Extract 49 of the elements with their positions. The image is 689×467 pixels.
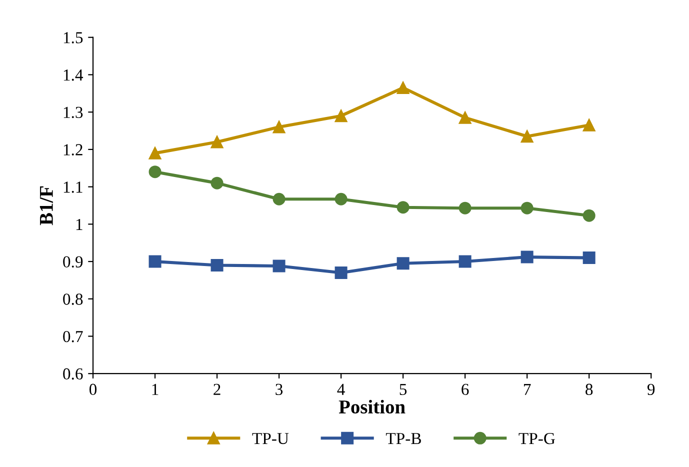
y-tick-label: 1.4 bbox=[64, 70, 84, 81]
point bbox=[148, 146, 162, 160]
x-tick-label: 7 bbox=[524, 384, 531, 395]
point bbox=[458, 111, 472, 124]
y-tick-label: 0.8 bbox=[63, 294, 83, 305]
y-tick-label: 1.5 bbox=[64, 32, 83, 44]
x-tick-label: 5 bbox=[400, 384, 407, 396]
point bbox=[210, 136, 224, 148]
x-tick-label: 8 bbox=[586, 384, 593, 396]
point bbox=[458, 255, 472, 268]
x-axis-title: Position bbox=[338, 400, 406, 414]
y-tick-label: 1.3 bbox=[64, 106, 83, 118]
point bbox=[396, 201, 410, 214]
y-tick-label: 0.9 bbox=[63, 256, 83, 268]
point bbox=[520, 130, 534, 143]
x-tick-label: 2 bbox=[214, 384, 220, 395]
x-tick-label: 3 bbox=[276, 384, 283, 396]
point bbox=[272, 120, 286, 134]
legend-label: TP-U bbox=[252, 433, 289, 444]
point bbox=[272, 192, 286, 206]
point bbox=[334, 266, 348, 279]
x-tick-label: 1 bbox=[152, 384, 158, 395]
point bbox=[520, 202, 534, 214]
legend-label: TP-B bbox=[386, 433, 421, 444]
legend-label: TP-G bbox=[518, 432, 555, 444]
point bbox=[272, 260, 286, 272]
x-tick-label: 9 bbox=[647, 384, 655, 396]
point bbox=[582, 209, 596, 222]
point bbox=[520, 250, 534, 264]
point bbox=[334, 110, 348, 122]
y-tick-label: 1 bbox=[76, 218, 82, 230]
point bbox=[396, 82, 410, 94]
point bbox=[458, 202, 472, 214]
point bbox=[582, 252, 596, 264]
point bbox=[582, 118, 596, 132]
y-tick-label: 0.6 bbox=[63, 368, 83, 380]
y-tick-label: 0.7 bbox=[63, 330, 83, 342]
point bbox=[148, 255, 162, 268]
x-tick-label: 4 bbox=[337, 384, 345, 395]
y-tick-label: 1.1 bbox=[64, 182, 82, 193]
y-axis-title: B1/F bbox=[40, 186, 53, 226]
x-tick-label: 0 bbox=[89, 384, 97, 396]
point bbox=[334, 192, 348, 206]
point bbox=[396, 257, 410, 270]
point bbox=[148, 166, 162, 178]
point bbox=[210, 259, 224, 272]
point bbox=[210, 176, 224, 190]
x-tick-label: 6 bbox=[462, 384, 469, 396]
y-tick-label: 1.2 bbox=[64, 144, 82, 156]
